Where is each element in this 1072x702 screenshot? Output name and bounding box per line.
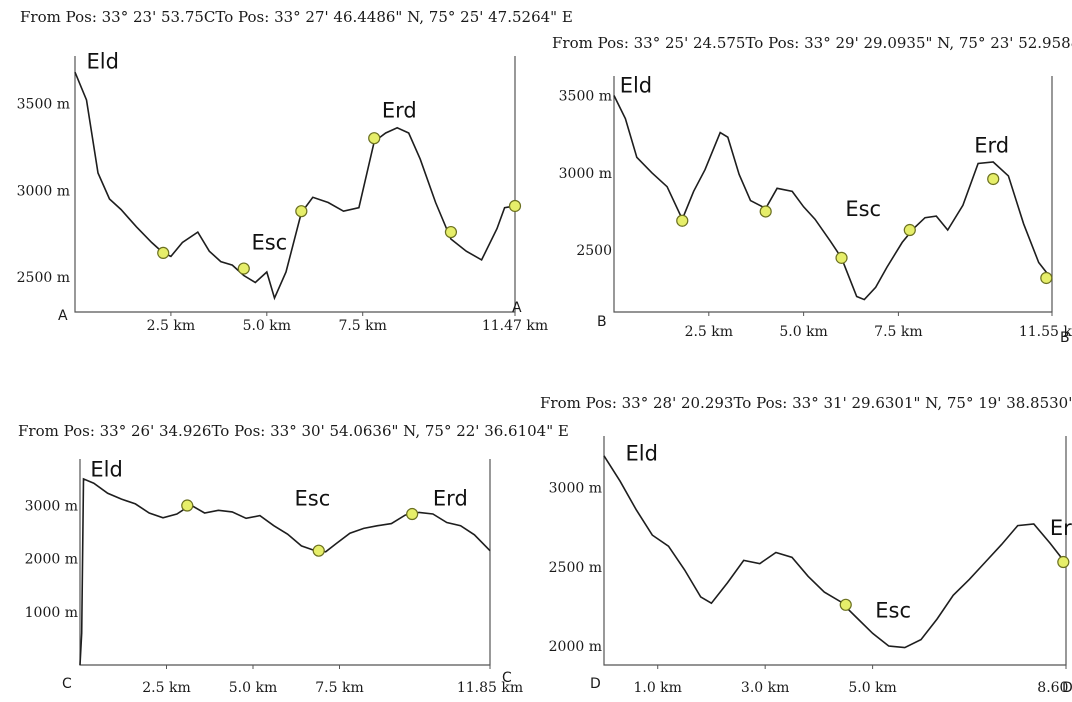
sample-point-marker	[676, 214, 689, 227]
profile-start-label: A	[58, 308, 68, 324]
y-tick-label: 3000 m	[25, 499, 78, 515]
chart-panel-2: From Pos: 33° 25' 24.575To Pos: 33° 29' …	[552, 34, 1072, 346]
sample-point-marker	[835, 251, 848, 264]
sample-point-marker	[312, 544, 325, 557]
sample-point-marker	[903, 223, 916, 237]
sample-point-marker	[237, 262, 250, 275]
x-tick-label: 1.0 km	[633, 680, 681, 696]
x-tick-label: 2.5 km	[142, 680, 190, 696]
x-tick-label: 5.0 km	[779, 324, 827, 340]
annotation-eld: Eld	[620, 73, 652, 97]
annotation-esc: Esc	[251, 230, 287, 254]
profile-end-label: D	[1062, 680, 1072, 696]
elevation-profile-line	[74, 71, 516, 301]
sample-point-marker	[181, 499, 194, 512]
sample-point-marker	[839, 598, 852, 611]
y-tick-label: 3000 m	[559, 166, 612, 182]
annotation-eld: Eld	[87, 50, 119, 74]
annotation-eld: Eld	[625, 442, 657, 466]
y-tick-label: 3500 m	[559, 88, 612, 104]
elevation-profile-line	[79, 477, 491, 666]
sample-point-marker	[406, 507, 419, 521]
annotation-esc: Esc	[295, 487, 331, 511]
axis-frame	[613, 76, 1053, 313]
chart-title: From Pos: 33° 28' 20.293To Pos: 33° 31' …	[540, 394, 1072, 412]
x-tick-label: 5.0 km	[848, 680, 896, 696]
axis-frame	[79, 459, 491, 666]
axis-frame	[74, 56, 516, 313]
y-tick-label: 3000 m	[17, 183, 70, 199]
annotation-erd: Erd	[974, 134, 1009, 158]
annotation-eld: Eld	[90, 457, 122, 481]
annotation-erd: Erd	[382, 98, 417, 122]
annotation-esc: Esc	[875, 598, 911, 622]
annotation-esc: Esc	[845, 197, 881, 221]
y-tick-label: 3000 m	[549, 481, 602, 497]
x-tick-label: 11.85 km	[457, 680, 523, 696]
profile-start-label: B	[597, 314, 607, 330]
x-tick-label: 5.0 km	[243, 318, 291, 334]
sample-point-marker	[508, 199, 522, 213]
sample-point-marker	[987, 172, 1000, 186]
y-tick-label: 2000 m	[549, 639, 602, 655]
sample-point-marker	[1057, 555, 1070, 569]
axis-frame	[603, 436, 1067, 666]
y-tick-label: 2500 m	[17, 270, 70, 286]
chart-panel-3: From Pos: 33° 26' 34.926To Pos: 33° 30' …	[18, 422, 569, 696]
x-tick-label: 11.47 km	[482, 318, 548, 334]
y-tick-label: 2500 m	[549, 560, 602, 576]
x-tick-label: 3.0 km	[741, 680, 789, 696]
sample-point-marker	[759, 205, 772, 218]
annotation-erd: Erd	[433, 487, 468, 511]
chart-title: From Pos: 33° 26' 34.926To Pos: 33° 30' …	[18, 422, 569, 440]
sample-point-marker	[1040, 271, 1053, 285]
y-tick-label: 1000 m	[25, 605, 78, 621]
chart-panel-1: From Pos: 33° 23' 53.75CTo Pos: 33° 27' …	[17, 8, 573, 334]
x-tick-label: 2.5 km	[685, 324, 733, 340]
chart-title: From Pos: 33° 25' 24.575To Pos: 33° 29' …	[552, 34, 1072, 52]
x-tick-label: 7.5 km	[338, 318, 386, 334]
elevation-profile-line	[603, 455, 1067, 649]
sample-point-marker	[157, 246, 170, 260]
chart-title: From Pos: 33° 23' 53.75CTo Pos: 33° 27' …	[20, 8, 573, 26]
profile-start-label: C	[62, 676, 72, 692]
chart-panel-4: From Pos: 33° 28' 20.293To Pos: 33° 31' …	[540, 394, 1072, 696]
annotation-erd: Erd	[1050, 516, 1072, 540]
y-tick-label: 2000 m	[25, 552, 78, 568]
sample-point-marker	[368, 132, 381, 145]
profile-end-label: B	[1060, 330, 1070, 346]
sample-point-marker	[444, 225, 458, 239]
x-tick-label: 2.5 km	[147, 318, 195, 334]
profile-start-label: D	[590, 676, 601, 692]
x-tick-label: 7.5 km	[315, 680, 363, 696]
profile-end-label: C	[502, 670, 512, 686]
y-tick-label: 2500	[576, 243, 612, 259]
x-tick-label: 5.0 km	[229, 680, 277, 696]
x-tick-label: 8.60 km	[1037, 680, 1072, 696]
x-tick-label: 11.55 km	[1019, 324, 1072, 340]
sample-point-marker	[295, 205, 308, 218]
x-tick-label: 7.5 km	[874, 324, 922, 340]
elevation-profile-line	[613, 95, 1053, 301]
profile-end-label: A	[512, 300, 522, 316]
y-tick-label: 3500 m	[17, 96, 70, 112]
